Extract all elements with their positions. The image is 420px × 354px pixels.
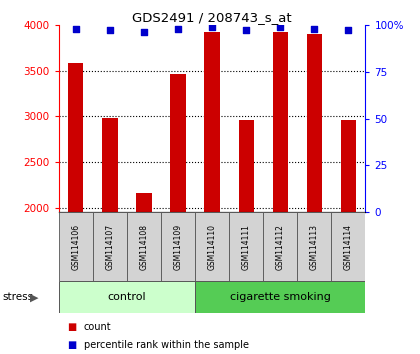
Bar	[331, 212, 365, 281]
Point	[107, 28, 113, 33]
Text: cigarette smoking: cigarette smoking	[230, 292, 331, 302]
Bar	[127, 212, 161, 281]
Bar	[341, 120, 356, 212]
Bar	[171, 74, 186, 212]
Bar	[102, 118, 118, 212]
Point	[345, 28, 352, 33]
Text: ▶: ▶	[30, 292, 39, 302]
Bar	[263, 212, 297, 281]
Text: GSM114106: GSM114106	[71, 224, 80, 270]
Text: ■: ■	[67, 322, 76, 332]
Point	[311, 26, 318, 32]
Title: GDS2491 / 208743_s_at: GDS2491 / 208743_s_at	[132, 11, 292, 24]
Text: GSM114112: GSM114112	[276, 224, 285, 270]
Text: GSM114114: GSM114114	[344, 224, 353, 270]
Text: control: control	[108, 292, 146, 302]
Bar	[195, 281, 365, 313]
Text: count: count	[84, 322, 112, 332]
Point	[277, 24, 284, 29]
Point	[73, 26, 79, 32]
Point	[141, 29, 147, 35]
Text: GSM114113: GSM114113	[310, 224, 319, 270]
Bar	[229, 212, 263, 281]
Text: percentile rank within the sample: percentile rank within the sample	[84, 340, 249, 350]
Point	[243, 28, 249, 33]
Text: GSM114110: GSM114110	[207, 224, 217, 270]
Text: stress: stress	[2, 292, 33, 302]
Bar	[59, 212, 93, 281]
Bar	[195, 212, 229, 281]
Text: GSM114109: GSM114109	[173, 224, 183, 270]
Bar	[93, 212, 127, 281]
Bar	[161, 212, 195, 281]
Bar	[205, 32, 220, 212]
Bar	[307, 34, 322, 212]
Bar	[136, 193, 152, 212]
Text: GSM114111: GSM114111	[241, 224, 251, 270]
Bar	[59, 281, 195, 313]
Point	[175, 26, 181, 32]
Text: GSM114107: GSM114107	[105, 224, 114, 270]
Bar	[297, 212, 331, 281]
Point	[209, 24, 215, 29]
Bar	[68, 63, 84, 212]
Bar	[239, 120, 254, 212]
Text: ■: ■	[67, 340, 76, 350]
Bar	[273, 32, 288, 212]
Text: GSM114108: GSM114108	[139, 224, 148, 270]
